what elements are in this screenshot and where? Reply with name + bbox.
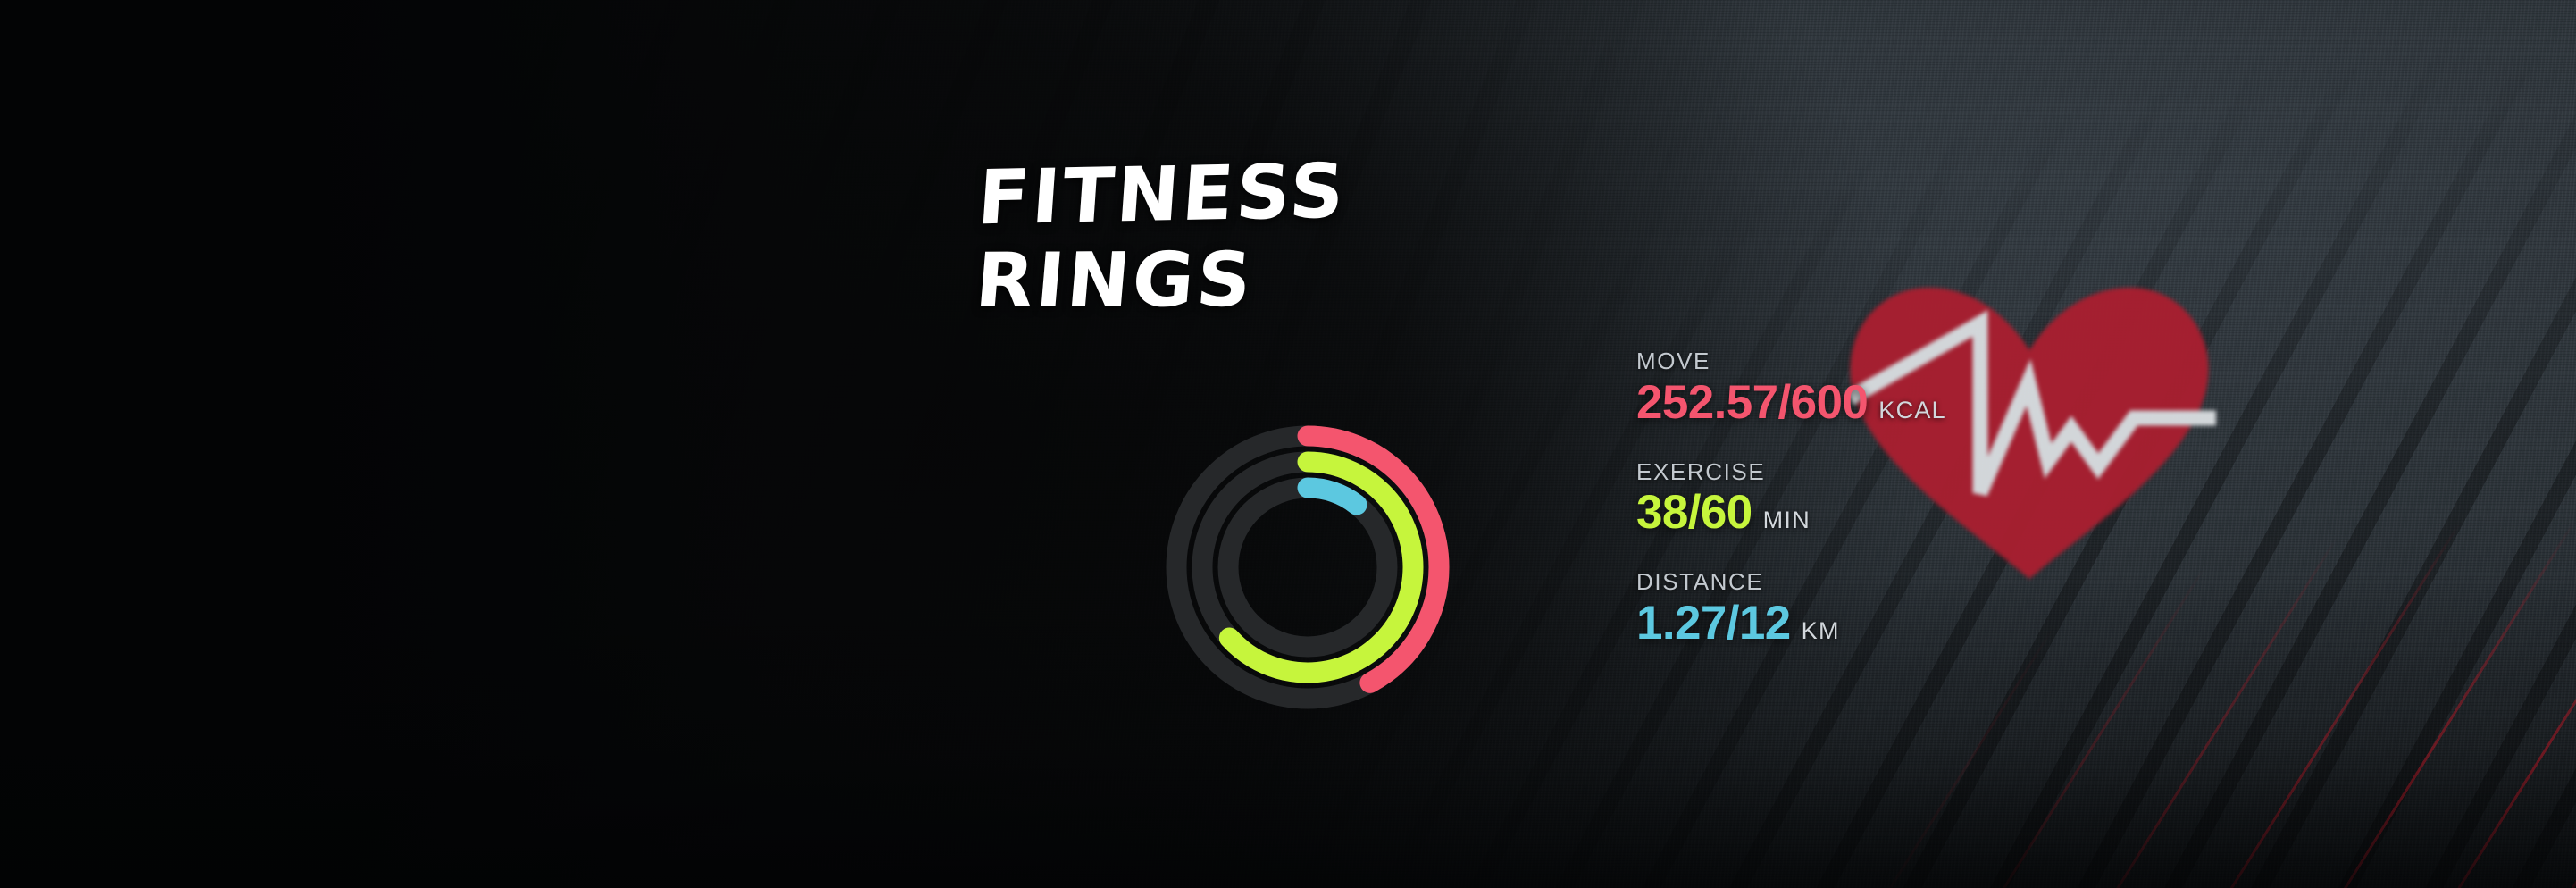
heart-pulse-icon [1837, 268, 2221, 590]
stat-exercise: EXERCISE 38/60 MIN [1636, 459, 2190, 538]
stat-move: MOVE 252.57/600 KCAL [1636, 348, 2190, 427]
ring-progress-distance [1217, 477, 1398, 658]
stat-exercise-unit: MIN [1762, 507, 1811, 534]
activity-rings [1138, 398, 1477, 737]
heart-shape [1850, 288, 2209, 579]
stat-move-label: MOVE [1636, 348, 1710, 374]
stat-exercise-label: EXERCISE [1636, 457, 1766, 485]
stats-panel: MOVE 252.57/600 KCAL EXERCISE 38/60 MIN … [1636, 348, 2190, 648]
title-line-2: RINGS [972, 236, 1258, 325]
ring-progress-exercise [1192, 451, 1424, 683]
stat-exercise-value: 38/60 [1636, 486, 1752, 540]
stat-distance-row: 1.27/12 KM [1636, 599, 2190, 648]
stat-distance-value: 1.27/12 [1636, 596, 1791, 649]
stat-distance-label: DISTANCE [1636, 568, 1764, 596]
heartbeat-line [1845, 310, 2216, 497]
stat-distance: DISTANCE 1.27/12 KM [1636, 569, 2190, 648]
stat-distance-unit: KM [1801, 616, 1840, 644]
ring-progress-move [1166, 425, 1450, 709]
stat-move-row: 252.57/600 KCAL [1636, 375, 2190, 429]
stat-exercise-row: 38/60 MIN [1636, 489, 2190, 537]
title-line-1: FITNESS [974, 147, 1350, 242]
stat-move-value: 252.57/600 [1636, 375, 1869, 429]
stat-move-unit: KCAL [1878, 396, 1946, 423]
page-title: FITNESS RINGS [969, 146, 1482, 330]
